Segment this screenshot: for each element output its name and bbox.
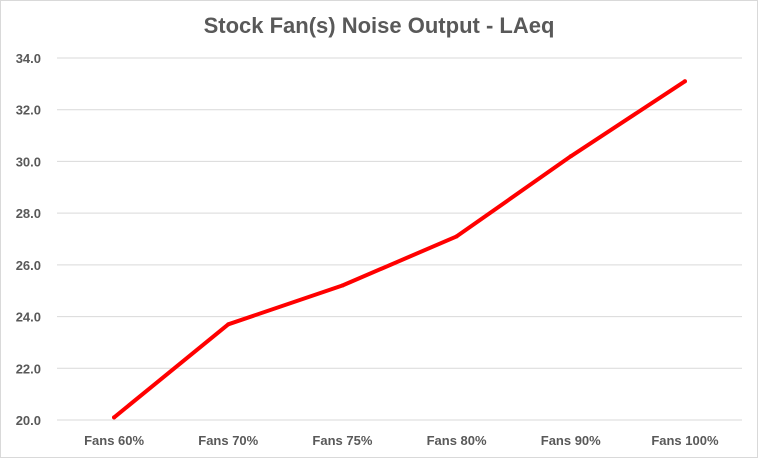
x-tick-label: Fans 70% xyxy=(198,433,258,448)
chart-title: Stock Fan(s) Noise Output - LAeq xyxy=(203,13,555,38)
x-tick-label: Fans 80% xyxy=(427,433,487,448)
series-line xyxy=(112,79,687,420)
x-tick-label: Fans 100% xyxy=(651,433,719,448)
x-tick-label: Fans 90% xyxy=(541,433,601,448)
y-tick-label: 22.0 xyxy=(16,361,41,376)
y-tick-label: 32.0 xyxy=(16,103,41,118)
y-tick-label: 30.0 xyxy=(16,154,41,169)
y-tick-label: 28.0 xyxy=(16,206,41,221)
y-tick-label: 34.0 xyxy=(16,51,41,66)
y-axis-tick-labels: 20.0 22.0 24.0 26.0 28.0 30.0 32.0 34.0 xyxy=(16,51,41,428)
x-axis-tick-labels: Fans 60% Fans 70% Fans 75% Fans 80% Fans 90%… xyxy=(84,433,719,448)
data-point xyxy=(682,79,687,84)
y-tick-label: 24.0 xyxy=(16,310,41,325)
data-point xyxy=(226,322,231,327)
series-lines xyxy=(112,79,687,420)
data-point xyxy=(112,415,117,420)
y-tick-label: 20.0 xyxy=(16,413,41,428)
gridlines xyxy=(57,57,742,421)
data-point xyxy=(454,234,459,239)
y-tick-label: 26.0 xyxy=(16,258,41,273)
data-point xyxy=(340,283,345,288)
x-tick-label: Fans 75% xyxy=(312,433,372,448)
x-tick-label: Fans 60% xyxy=(84,433,144,448)
data-point xyxy=(568,154,573,159)
